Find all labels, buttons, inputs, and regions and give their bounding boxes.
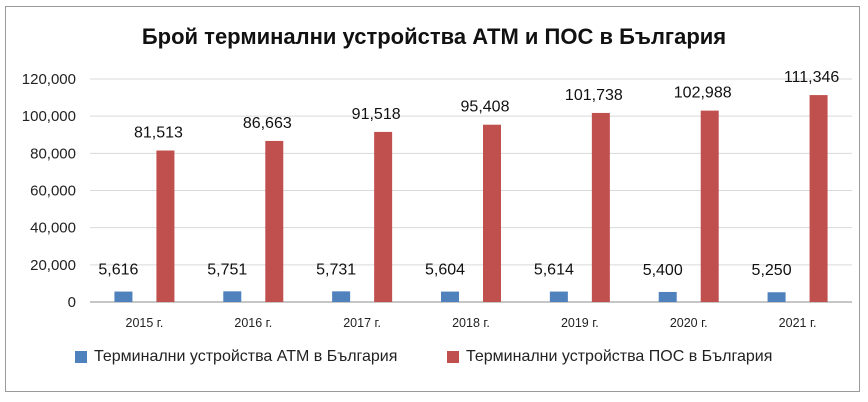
y-tick-label: 0 [68,294,76,311]
bar-atm [441,291,459,302]
x-tick-label: 2018 г. [452,316,490,330]
legend-label-atm: Терминални устройства АТМ в България [94,348,398,365]
bar-pos [591,112,610,302]
x-tick-label: 2020 г. [670,316,708,330]
bar-atm [114,291,133,302]
x-tick-label: 2016 г. [234,316,272,330]
data-label-atm: 5,604 [425,262,465,279]
data-label-pos: 102,988 [674,85,732,102]
y-tick-label: 100,000 [22,108,76,125]
data-label-atm: 5,731 [316,261,356,278]
x-tick-label: 2017 г. [343,316,381,330]
legend-swatch-pos [447,351,459,363]
legend-swatch-atm [75,351,87,363]
y-tick-label: 40,000 [30,220,76,237]
bar-pos [156,150,175,302]
x-tick-label: 2015 г. [126,316,164,330]
legend-label-pos: Терминални устройства ПОС в България [466,348,773,365]
bar-atm [549,291,568,302]
data-label-atm: 5,614 [534,262,574,279]
data-label-pos: 81,513 [134,125,183,142]
data-label-pos: 91,518 [352,106,401,123]
data-label-atm: 5,751 [207,261,247,278]
data-label-atm: 5,616 [98,262,138,279]
bar-pos [265,140,284,302]
bar-pos [374,131,393,302]
data-label-atm: 5,250 [752,262,792,279]
bar-pos [483,124,501,302]
bar-atm [767,292,786,302]
x-tick-label: 2021 г. [779,316,817,330]
data-label-pos: 101,738 [565,87,623,104]
y-tick-label: 60,000 [30,183,76,200]
chart-title: Брой терминални устройства АТМ и ПОС в Б… [141,24,727,49]
data-label-atm: 5,400 [643,262,683,279]
bar-atm [332,291,351,302]
y-tick-label: 120,000 [22,71,76,88]
data-label-pos: 95,408 [461,99,510,116]
x-tick-label: 2019 г. [561,316,599,330]
bar-pos [809,95,828,302]
y-tick-label: 20,000 [30,257,76,274]
legend-item-atm: Терминални устройства АТМ в България [75,348,397,366]
legend-item-pos: Терминални устройства ПОС в България [447,348,772,366]
bar-atm [223,291,242,302]
bar-atm [658,291,677,302]
bar-pos [700,110,719,302]
data-label-pos: 111,346 [784,69,840,86]
y-tick-label: 80,000 [30,145,76,162]
data-label-pos: 86,663 [243,115,292,132]
